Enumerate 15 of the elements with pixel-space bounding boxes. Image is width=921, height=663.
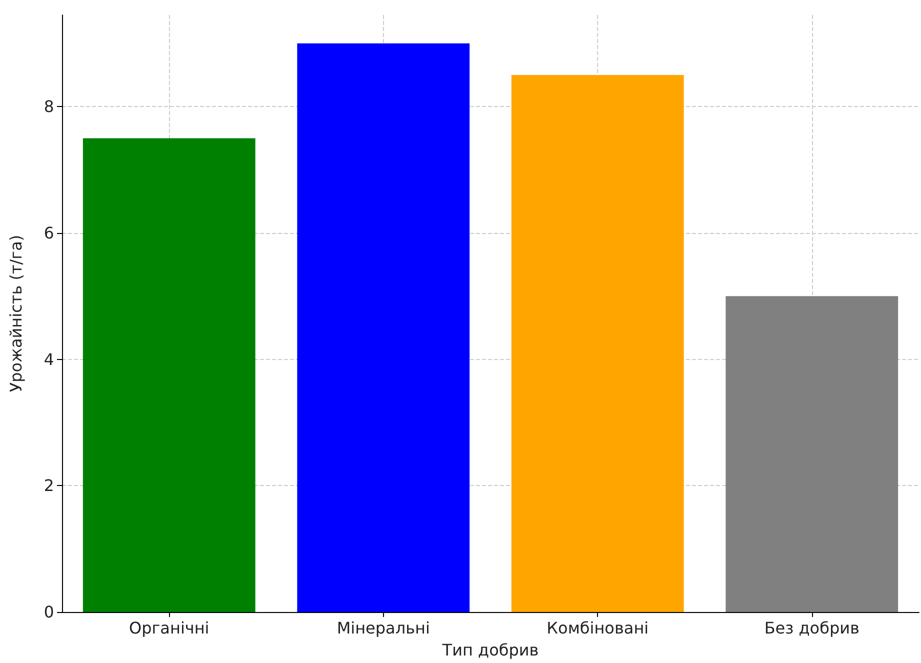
x-tick-label: Органічні [129, 618, 210, 638]
y-tick-label: 6 [44, 223, 54, 242]
bar [82, 138, 256, 612]
y-axis-title: Урожайність (т/га) [6, 234, 26, 392]
x-tick-label: Мінеральні [336, 618, 430, 638]
y-tick-label: 2 [44, 476, 54, 496]
y-tick-label: 4 [44, 350, 54, 369]
y-tick-label: 0 [44, 602, 54, 622]
x-tick-label: Комбіновані [546, 618, 649, 638]
y-tick-label: 8 [44, 97, 54, 116]
bar [726, 296, 898, 612]
x-axis-title: Тип добрив [441, 640, 539, 660]
bar [511, 75, 684, 612]
bar [297, 43, 470, 612]
x-tick-label: Без добрив [764, 618, 860, 638]
